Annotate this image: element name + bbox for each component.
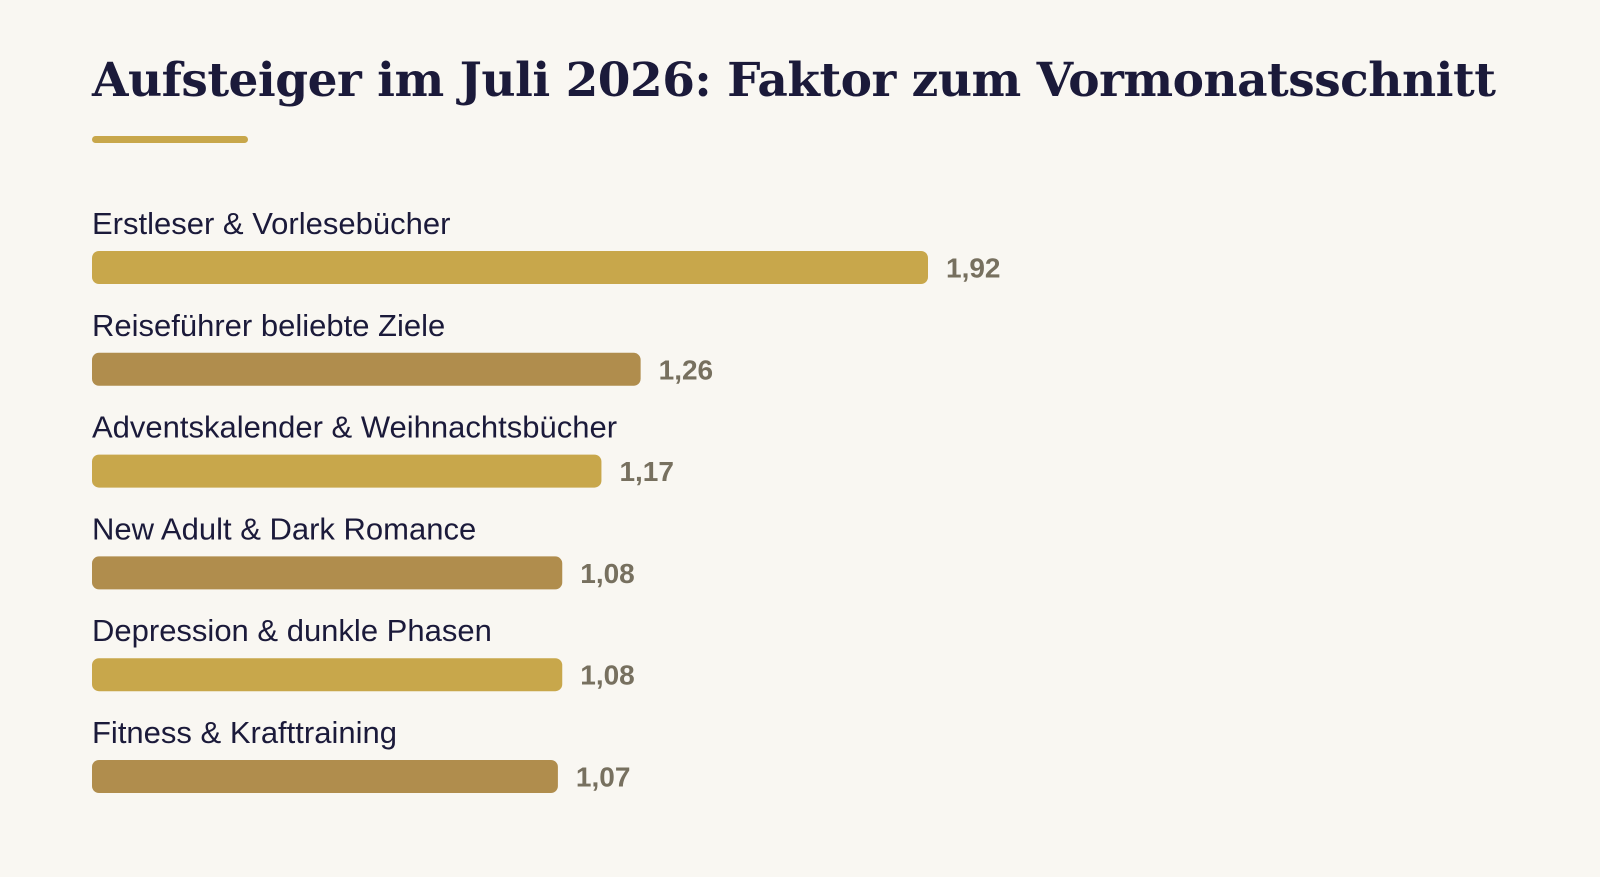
value-label: 1,92 <box>946 253 1001 284</box>
value-label: 1,08 <box>580 660 635 691</box>
bar <box>92 251 928 284</box>
value-label: 1,08 <box>580 558 635 589</box>
category-label: Adventskalender & Weihnachtsbücher <box>92 410 617 445</box>
bar <box>92 454 602 488</box>
category-label: New Adult & Dark Romance <box>92 511 476 546</box>
value-label: 1,26 <box>659 354 714 385</box>
category-label: Depression & dunkle Phasen <box>92 613 492 648</box>
category-label: Reiseführer beliebte Ziele <box>92 308 445 343</box>
category-label: Fitness & Krafttraining <box>92 715 397 750</box>
bar <box>92 556 563 590</box>
value-label: 1,07 <box>576 762 631 793</box>
bar <box>92 658 563 692</box>
category-label: Erstleser & Vorlesebücher <box>92 206 450 241</box>
value-label: 1,17 <box>619 456 674 487</box>
bar <box>92 760 558 793</box>
bar <box>92 352 641 386</box>
title-underline <box>92 136 248 143</box>
chart-title: Aufsteiger im Juli 2026: Faktor zum Vorm… <box>92 53 1496 108</box>
